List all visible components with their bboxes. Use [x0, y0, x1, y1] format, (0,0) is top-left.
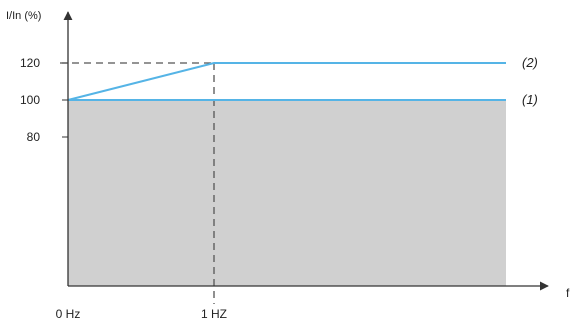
series-label-2: (2): [522, 55, 538, 70]
series-label-1: (1): [522, 92, 538, 107]
y-tick-label: 100: [20, 93, 40, 107]
y-tick-label: 120: [20, 56, 40, 70]
x-axis-label: f: [566, 286, 570, 300]
shaded-region: [68, 100, 506, 286]
y-tick-label: 80: [27, 130, 41, 144]
x-tick-label: 0 Hz: [56, 307, 81, 321]
x-tick-label: 1 HZ: [201, 307, 227, 321]
series-line-2: [67, 62, 506, 101]
y-axis-label: I/In (%): [6, 10, 41, 22]
